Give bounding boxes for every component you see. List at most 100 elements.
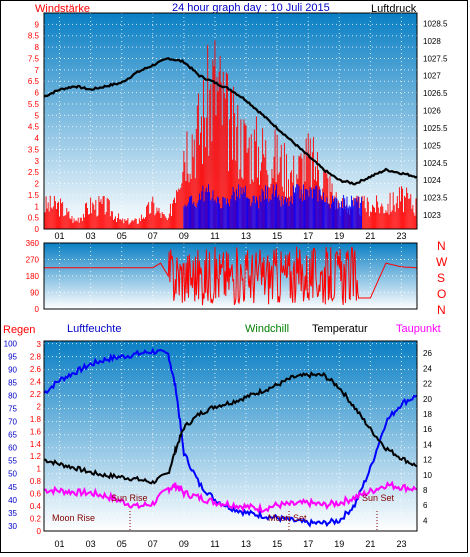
temperature-tick-label: 4 (423, 516, 428, 525)
x-tick-label-top: 17 (303, 231, 313, 241)
temperature-tick-label: 24 (423, 364, 432, 373)
temperature-tick-label: 8 (423, 486, 428, 495)
bottom-panel-border (43, 340, 418, 532)
x-tick-label-bottom: 03 (86, 539, 96, 549)
x-tick-label-bottom: 13 (241, 539, 251, 549)
annotation-sun-rise: Sun Rise (111, 493, 148, 503)
pressure-tick-label: 1025.5 (423, 124, 448, 133)
humidity-tick-label: 90 (8, 366, 17, 375)
pressure-tick-label: 1024.5 (423, 159, 448, 168)
wind-dir-label-w: W (436, 255, 448, 269)
wind-speed-tick-label: 4 (35, 134, 40, 143)
temperature-tick-label: 22 (423, 380, 432, 389)
humidity-tick-label: 75 (8, 405, 17, 414)
wind-speed-tick-label: 7 (35, 66, 40, 75)
wind-speed-tick-label: 3.5 (28, 145, 40, 154)
wind-dir-tick-label: 270 (26, 256, 40, 265)
wind-speed-tick-label: 0 (35, 225, 40, 234)
x-tick-label-bottom: 11 (210, 539, 219, 549)
humidity-tick-label: 40 (8, 496, 17, 505)
chart-title: 24 hour graph day : 10 Juli 2015 (172, 2, 330, 14)
x-tick-label-top: 03 (86, 231, 96, 241)
humidity-tick-label: 35 (8, 509, 17, 518)
x-tick-label-bottom: 19 (334, 539, 344, 549)
wind-speed-tick-label: 2 (35, 180, 40, 189)
pressure-tick-label: 1028.5 (423, 19, 448, 28)
legend-windchill: Windchill (245, 323, 289, 335)
temperature-tick-label: 14 (423, 440, 432, 449)
humidity-tick-label: 80 (8, 392, 17, 401)
wind-speed-tick-label: 1 (35, 202, 40, 211)
humidity-tick-label: 95 (8, 353, 17, 362)
wind-dir-label-o: O (437, 287, 446, 301)
annotation-sun-set: Sun Set (362, 493, 395, 503)
temperature-tick-label: 12 (423, 456, 432, 465)
rain-tick-label: 2.8 (30, 353, 42, 362)
x-tick-label-top: 23 (396, 231, 406, 241)
pressure-axis-label: Luftdruck (371, 3, 417, 15)
legend-luftfeuchte: Luftfeuchte (67, 323, 121, 335)
x-tick-label-top: 15 (272, 231, 282, 241)
annotation-moon-set: Moon Set (268, 513, 307, 523)
legend-taupunkt: Taupunkt (396, 323, 441, 335)
temperature-line (43, 371, 418, 485)
pressure-line (43, 56, 418, 186)
rain-tick-label: 2 (37, 402, 42, 411)
top-panel-border (43, 12, 418, 230)
humidity-tick-label: 45 (8, 483, 17, 492)
wind-speed-tick-label: 8.5 (28, 32, 40, 41)
wind-dir-label-n-bottom: N (437, 303, 446, 317)
pressure-tick-label: 1023 (423, 211, 441, 220)
wind-speed-tick-label: 8 (35, 43, 40, 52)
wind-direction-line (44, 246, 418, 306)
wind-speed-tick-label: 3 (35, 157, 40, 166)
rain-tick-label: 1.4 (30, 440, 42, 449)
x-tick-label-top: 09 (179, 231, 189, 241)
middle-panel-border (43, 242, 418, 310)
humidity-tick-label: 65 (8, 431, 17, 440)
chart-axes: 0101030305050707090911111313151517171919… (4, 12, 448, 549)
x-tick-label-bottom: 21 (365, 539, 375, 549)
x-tick-label-bottom: 09 (179, 539, 189, 549)
x-tick-label-top: 05 (117, 231, 127, 241)
pressure-tick-label: 1027.5 (423, 54, 448, 63)
wind-speed-tick-label: 0.5 (28, 214, 40, 223)
wind-speed-tick-label: 9 (35, 20, 40, 29)
temperature-tick-label: 10 (423, 471, 432, 480)
wind-speed-tick-label: 5 (35, 111, 40, 120)
wind-speed-tick-label: 7.5 (28, 54, 40, 63)
rain-tick-label: 3 (37, 340, 42, 349)
rain-tick-label: 1 (37, 465, 42, 474)
humidity-tick-label: 30 (8, 522, 17, 531)
rain-tick-label: 1.2 (30, 452, 42, 461)
rain-tick-label: 2.6 (30, 365, 42, 374)
temperature-tick-label: 16 (423, 425, 432, 434)
wind-speed-tick-label: 6.5 (28, 77, 40, 86)
wind-speed-axis-label: Windstärke (35, 3, 90, 15)
annotation-moon-rise: Moon Rise (52, 513, 95, 523)
wind-direction-labels: N W S O N (436, 239, 448, 317)
x-tick-label-top: 11 (210, 231, 219, 241)
humidity-tick-label: 50 (8, 470, 17, 479)
temperature-tick-label: 6 (423, 501, 428, 510)
rain-tick-label: 0.6 (30, 490, 42, 499)
x-tick-label-bottom: 15 (272, 539, 282, 549)
rain-tick-label: 2.2 (30, 390, 42, 399)
rain-tick-label: 1.6 (30, 427, 42, 436)
pressure-tick-label: 1028 (423, 37, 441, 46)
temperature-tick-label: 18 (423, 410, 432, 419)
pressure-tick-label: 1026 (423, 107, 441, 116)
x-tick-label-top: 01 (55, 231, 65, 241)
x-tick-label-bottom: 17 (303, 539, 313, 549)
legend-regen: Regen (3, 324, 35, 336)
x-tick-label-top: 07 (148, 231, 158, 241)
x-tick-label-top: 13 (241, 231, 251, 241)
humidity-tick-label: 60 (8, 444, 17, 453)
wind-speed-tick-label: 6 (35, 89, 40, 98)
wind-speed-tick-label: 2.5 (28, 168, 40, 177)
pressure-tick-label: 1023.5 (423, 194, 448, 203)
legend-temperatur: Temperatur (312, 323, 368, 335)
x-tick-label-bottom: 07 (148, 539, 158, 549)
